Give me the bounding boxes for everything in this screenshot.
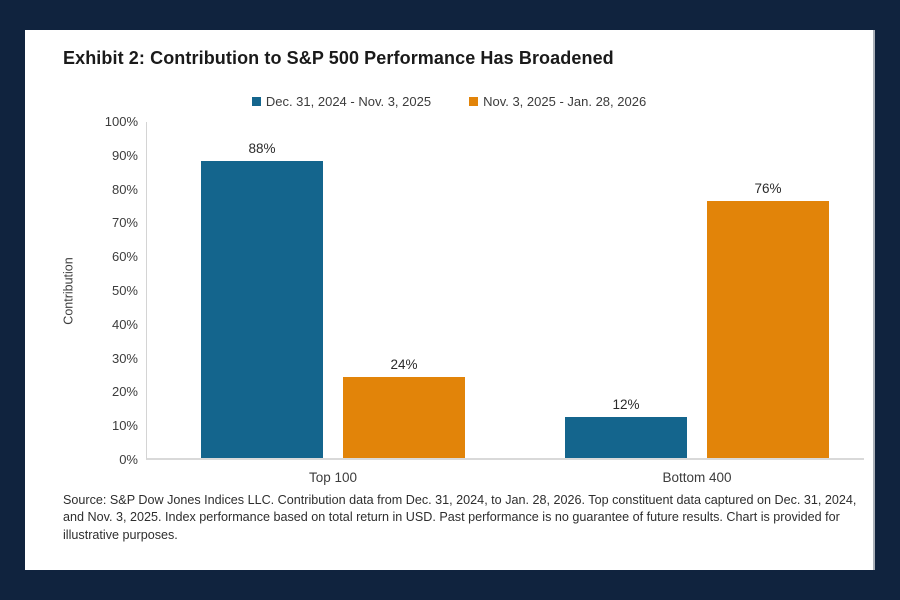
- legend-swatch-icon: [469, 97, 479, 106]
- y-tick-label: 80%: [111, 181, 138, 197]
- x-category-label: Bottom 400: [662, 470, 732, 485]
- bar-value-label: 24%: [390, 356, 418, 372]
- chart-legend: Dec. 31, 2024 - Nov. 3, 2025 Nov. 3, 2025…: [25, 94, 873, 109]
- y-axis-title: Contribution: [61, 122, 77, 460]
- y-tick-label: 90%: [111, 147, 138, 163]
- bar-bottom400-series0: [565, 417, 687, 458]
- chart-panel: Exhibit 2: Contribution to S&P 500 Perfo…: [25, 30, 875, 570]
- legend-item-1: Nov. 3, 2025 - Jan. 28, 2026: [469, 94, 646, 109]
- legend-swatch-icon: [251, 97, 261, 106]
- legend-item-0: Dec. 31, 2024 - Nov. 3, 2025: [251, 94, 432, 109]
- y-tick-label: 20%: [111, 384, 138, 400]
- bar-top100-series0: [201, 160, 323, 458]
- y-tick-label: 50%: [111, 283, 138, 298]
- bar-value-label: 88%: [248, 140, 276, 156]
- y-tick-label: 30%: [111, 350, 138, 366]
- bar-value-label: 12%: [612, 397, 640, 413]
- plot-area: 0% 10% 20% 30% 40% 50% 60% 70% 80% 90% 100% 88% 24% T…: [105, 115, 864, 485]
- y-tick-label: 40%: [111, 316, 138, 332]
- chart-title: Exhibit 2: Contribution to S&P 500 Perfo…: [63, 48, 614, 68]
- y-tick-label: 100%: [104, 114, 138, 129]
- source-note: Source: S&P Dow Jones Indices LLC. Contr…: [63, 493, 857, 542]
- y-tick-label: 0%: [119, 452, 138, 467]
- x-category-label: Top 100: [308, 470, 358, 485]
- y-tick-label: 70%: [111, 215, 138, 231]
- legend-label: Dec. 31, 2024 - Nov. 3, 2025: [265, 94, 432, 109]
- y-tick-label: 10%: [111, 418, 138, 434]
- y-tick-label: 60%: [111, 249, 138, 265]
- bar-bottom400-series1: [707, 201, 829, 458]
- legend-label: Nov. 3, 2025 - Jan. 28, 2026: [483, 94, 647, 109]
- bar-value-label: 76%: [754, 181, 782, 197]
- bar-top100-series1: [343, 376, 465, 458]
- y-axis-title-text: Contribution: [62, 257, 76, 325]
